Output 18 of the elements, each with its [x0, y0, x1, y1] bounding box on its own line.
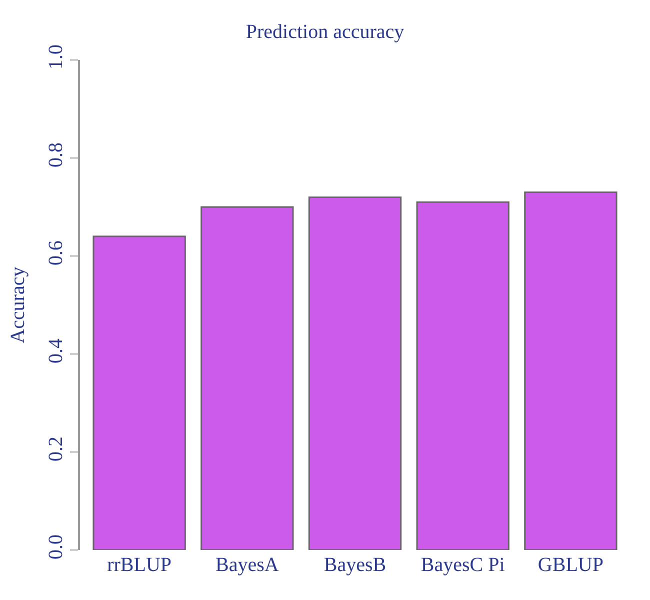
- chart-title: Prediction accuracy: [246, 21, 404, 43]
- y-axis-title: Accuracy: [7, 266, 29, 344]
- bar: [524, 192, 618, 550]
- y-tick-label: 0.0: [45, 534, 67, 560]
- y-tick-label: 1.0: [45, 44, 67, 70]
- bar: [416, 201, 510, 550]
- y-tick-label: 0.6: [45, 240, 67, 266]
- bar: [92, 236, 186, 550]
- bar: [200, 206, 294, 550]
- x-tick-label: GBLUP: [538, 554, 604, 576]
- y-tick-label: 0.8: [45, 142, 67, 168]
- x-tick-label: BayesB: [324, 554, 386, 576]
- x-tick-label: rrBLUP: [107, 554, 172, 576]
- x-tick-label: BayesA: [215, 554, 280, 576]
- y-tick-label: 0.2: [45, 436, 67, 462]
- x-tick-label: BayesC Pi: [420, 554, 506, 576]
- bar: [308, 196, 402, 550]
- y-tick-label: 0.4: [45, 338, 67, 364]
